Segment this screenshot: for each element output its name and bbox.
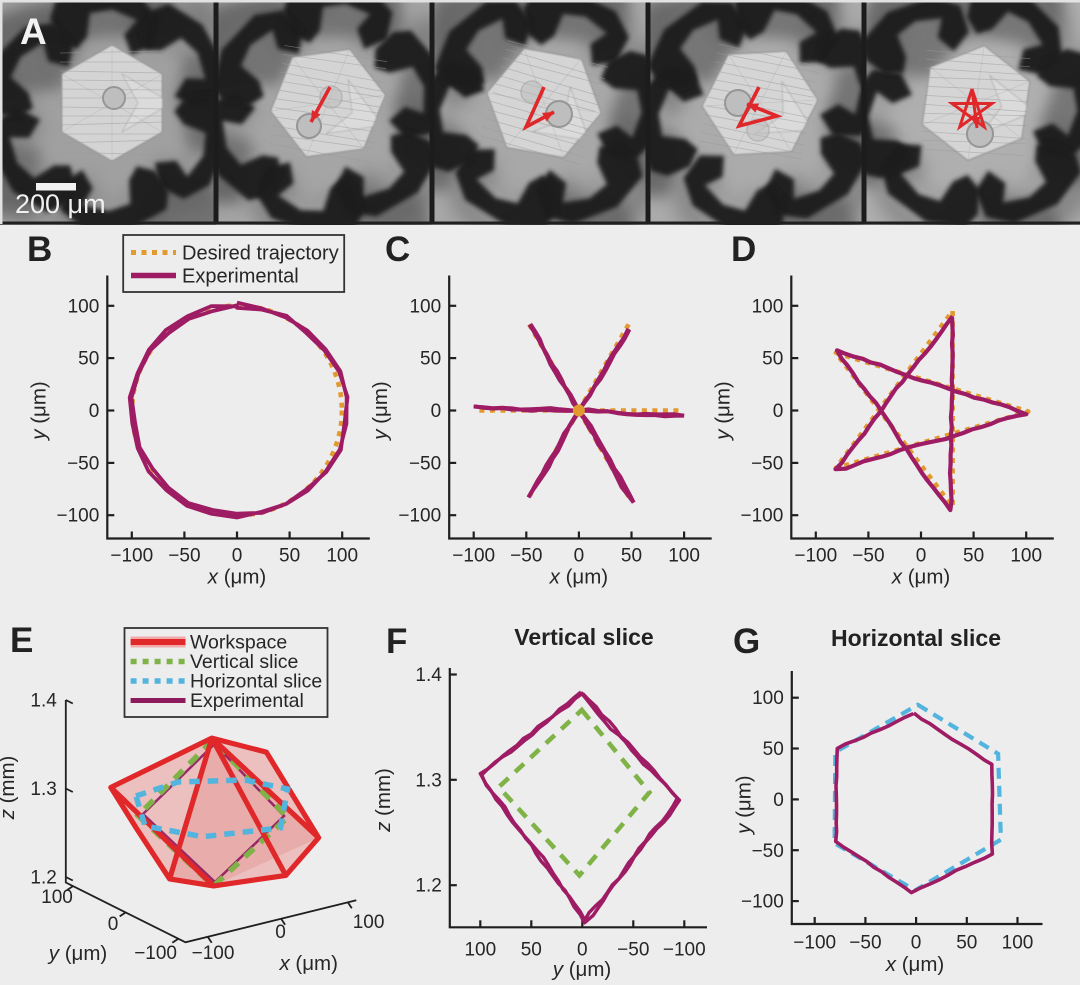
svg-text:y (μm): y (μm)	[711, 381, 734, 442]
svg-text:−50: −50	[752, 841, 784, 862]
svg-text:x (μm): x (μm)	[278, 952, 338, 975]
svg-text:50: 50	[762, 349, 783, 370]
svg-text:−50: −50	[168, 546, 200, 567]
svg-text:1.4: 1.4	[30, 691, 57, 712]
svg-text:100: 100	[1010, 546, 1042, 567]
svg-text:100: 100	[752, 296, 784, 317]
svg-text:E: E	[10, 621, 33, 660]
svg-text:50: 50	[956, 933, 977, 954]
svg-text:100: 100	[326, 546, 358, 567]
svg-text:50: 50	[521, 939, 542, 960]
svg-text:−50: −50	[67, 453, 99, 474]
svg-text:100: 100	[68, 296, 100, 317]
svg-text:−50: −50	[409, 453, 441, 474]
svg-text:0: 0	[89, 401, 100, 422]
svg-text:−50: −50	[751, 453, 783, 474]
svg-text:50: 50	[763, 739, 784, 760]
svg-text:x (μm): x (μm)	[891, 566, 951, 589]
svg-text:0: 0	[232, 546, 243, 567]
svg-text:−100: −100	[398, 506, 441, 527]
svg-text:−100: −100	[793, 933, 836, 954]
svg-text:−100: −100	[741, 892, 784, 913]
svg-text:−50: −50	[852, 546, 884, 567]
svg-text:−100: −100	[452, 546, 495, 567]
svg-text:100: 100	[1002, 933, 1034, 954]
svg-text:−50: −50	[849, 933, 881, 954]
svg-text:50: 50	[279, 546, 300, 567]
svg-text:1.3: 1.3	[30, 779, 56, 800]
svg-text:0: 0	[431, 401, 442, 422]
svg-text:−100: −100	[741, 506, 784, 527]
svg-text:100: 100	[752, 688, 784, 709]
svg-text:100: 100	[668, 546, 700, 567]
svg-text:−100: −100	[57, 506, 100, 527]
svg-text:−100: −100	[110, 546, 153, 567]
svg-text:G: G	[733, 622, 760, 661]
svg-text:Desired trajectory: Desired trajectory	[182, 243, 339, 265]
svg-text:y (μm): y (μm)	[47, 942, 108, 965]
svg-text:z (mm): z (mm)	[0, 756, 19, 821]
svg-text:z (mm): z (mm)	[372, 768, 395, 833]
svg-text:y (μm): y (μm)	[733, 775, 756, 836]
svg-text:−50: −50	[617, 939, 649, 960]
svg-text:100: 100	[41, 887, 73, 908]
svg-text:100: 100	[409, 296, 441, 317]
svg-text:100: 100	[353, 912, 385, 933]
svg-text:0: 0	[574, 546, 585, 567]
svg-text:0: 0	[916, 546, 927, 567]
svg-text:D: D	[731, 230, 756, 269]
svg-text:Workspace: Workspace	[190, 632, 287, 654]
svg-text:−50: −50	[510, 546, 542, 567]
svg-text:y (μm): y (μm)	[551, 958, 612, 981]
svg-text:Horizontal slice: Horizontal slice	[190, 671, 322, 693]
svg-text:y (μm): y (μm)	[369, 381, 392, 442]
svg-text:100: 100	[464, 939, 496, 960]
svg-text:1.4: 1.4	[415, 665, 442, 686]
svg-text:0: 0	[773, 790, 784, 811]
svg-text:x (μm): x (μm)	[207, 566, 267, 589]
svg-text:50: 50	[621, 546, 642, 567]
svg-text:B: B	[27, 230, 52, 269]
svg-text:1.3: 1.3	[415, 770, 441, 791]
svg-text:50: 50	[78, 349, 99, 370]
svg-text:A: A	[20, 11, 47, 52]
svg-text:1.2: 1.2	[415, 876, 441, 897]
svg-text:Horizontal slice: Horizontal slice	[831, 625, 1001, 651]
svg-text:x (μm): x (μm)	[885, 953, 945, 976]
svg-text:y (μm): y (μm)	[27, 381, 50, 442]
svg-text:Experimental: Experimental	[190, 690, 304, 712]
svg-text:Experimental: Experimental	[182, 266, 299, 288]
svg-text:50: 50	[420, 349, 441, 370]
svg-text:0: 0	[911, 933, 922, 954]
svg-text:−100: −100	[134, 943, 177, 964]
svg-text:F: F	[386, 622, 407, 661]
svg-text:1.2: 1.2	[30, 868, 56, 889]
svg-text:0: 0	[275, 922, 286, 943]
svg-text:Vertical slice: Vertical slice	[190, 651, 298, 673]
svg-text:0: 0	[577, 939, 588, 960]
svg-text:200 μm: 200 μm	[15, 189, 106, 219]
svg-text:x (μm): x (μm)	[549, 566, 609, 589]
svg-text:50: 50	[963, 546, 984, 567]
svg-text:Vertical slice: Vertical slice	[514, 624, 653, 650]
svg-text:−100: −100	[663, 939, 706, 960]
svg-text:−100: −100	[794, 546, 837, 567]
svg-text:C: C	[385, 230, 410, 269]
svg-text:−100: −100	[192, 943, 235, 964]
svg-text:0: 0	[108, 914, 119, 935]
svg-text:0: 0	[773, 401, 784, 422]
